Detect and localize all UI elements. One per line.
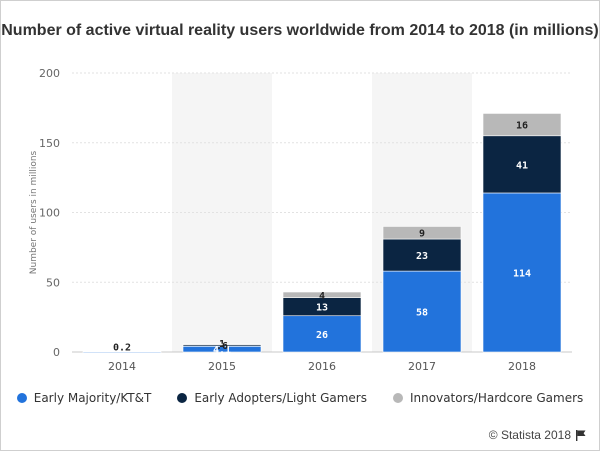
chart-legend: Early Majority/KT&T Early Adopters/Light … bbox=[0, 391, 600, 405]
legend-label: Early Adopters/Light Gamers bbox=[194, 391, 367, 405]
legend-item[interactable]: Innovators/Hardcore Gamers bbox=[393, 391, 583, 405]
x-tick-label: 2016 bbox=[308, 360, 336, 373]
bar-segment bbox=[382, 238, 462, 272]
legend-swatch bbox=[16, 393, 27, 403]
data-label: 23 bbox=[416, 251, 428, 262]
legend-item[interactable]: Early Adopters/Light Gamers bbox=[177, 391, 367, 405]
y-tick-label: 200 bbox=[39, 67, 60, 80]
data-label: 9 bbox=[419, 229, 425, 240]
legend-label: Innovators/Hardcore Gamers bbox=[410, 391, 584, 405]
y-axis-label: Number of users in millions bbox=[29, 150, 39, 274]
data-label: 4 bbox=[319, 291, 325, 302]
data-label: 58 bbox=[416, 308, 428, 319]
legend-swatch bbox=[393, 393, 403, 403]
y-tick-label: 50 bbox=[46, 276, 60, 289]
x-tick-label: 2017 bbox=[408, 360, 436, 373]
data-label: 16 bbox=[516, 121, 528, 132]
data-label: 26 bbox=[316, 330, 328, 341]
bar-segment bbox=[182, 343, 262, 346]
statista-credit[interactable]: © Statista 2018 bbox=[489, 428, 586, 442]
x-tick-label: 2018 bbox=[508, 360, 536, 373]
data-label: 41 bbox=[516, 160, 528, 171]
flag-icon bbox=[576, 429, 586, 441]
data-label: 114 bbox=[513, 268, 531, 279]
bar-segment bbox=[382, 270, 462, 353]
legend-swatch bbox=[177, 393, 188, 403]
bar-segment bbox=[282, 315, 362, 353]
bar-segment bbox=[282, 291, 362, 298]
y-tick-label: 0 bbox=[53, 346, 60, 359]
data-label: 0.2 bbox=[113, 343, 131, 354]
legend-label: Early Majority/KT&T bbox=[33, 391, 152, 405]
bar-segment bbox=[482, 135, 562, 194]
bar-segment bbox=[482, 192, 562, 353]
data-label: .6 bbox=[216, 341, 228, 352]
y-tick-label: 100 bbox=[39, 207, 60, 220]
legend-item[interactable]: Early Majority/KT&T bbox=[16, 391, 152, 405]
x-tick-label: 2015 bbox=[208, 360, 236, 373]
chart-title: Number of active virtual reality users w… bbox=[1, 22, 599, 39]
x-tick-label: 2014 bbox=[108, 360, 136, 373]
bar-segment bbox=[482, 113, 562, 137]
credit-text: © Statista 2018 bbox=[488, 428, 571, 442]
y-tick-label: 150 bbox=[39, 137, 60, 150]
bar-segment bbox=[82, 351, 162, 353]
data-label: 13 bbox=[316, 303, 328, 314]
data-label: 4.1 bbox=[213, 345, 231, 356]
bar-segment bbox=[382, 226, 462, 240]
